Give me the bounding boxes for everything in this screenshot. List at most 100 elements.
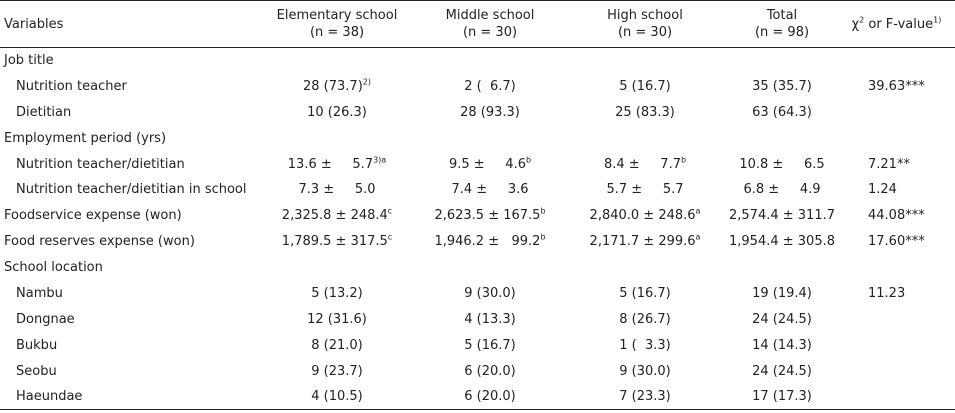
cell-middle: 7.4 ± 3.6 — [451, 182, 529, 198]
footnote-marker: 3)a — [373, 155, 387, 165]
table-row: Nambu 5 (13.2) 9 (30.0) 5 (16.7) 19 (19.4) 11… — [0, 281, 955, 307]
cell-elementary: 4 (10.5) — [258, 384, 416, 411]
row-label: Nutrition teacher/dietitian — [16, 156, 185, 172]
cell-middle — [416, 48, 564, 74]
table-row: Nutrition teacher 28 (73.7)2) 2 ( 6.7) 5 (1… — [0, 73, 955, 99]
table-row: Bukbu 8 (21.0) 5 (16.7) 1 ( 3.3) 14 (14.3) — [0, 332, 955, 358]
cell-statistic: 39.63*** — [868, 78, 925, 94]
header-chi-square-or-f-value: χ2 or F-value1) — [838, 0, 955, 48]
cell-elementary — [258, 125, 416, 151]
cell-total: 17 (17.3) — [726, 384, 838, 411]
cell-middle: 2,623.5 ± 167.5b — [434, 206, 546, 224]
cell-elementary: 28 (73.7)2) — [303, 77, 371, 94]
row-label: Nutrition teacher/dietitian in school — [16, 182, 247, 198]
cell-statistic — [838, 384, 955, 411]
footnote-marker: c — [387, 206, 393, 216]
section-label: Foodservice expense (won) — [4, 208, 182, 224]
cell-high — [564, 48, 726, 74]
cell-total: 35 (35.7) — [752, 78, 812, 94]
table-body: Job title Nutrition teacher 28 (73.7)2) 2 (… — [0, 48, 955, 411]
cell-middle — [416, 255, 564, 281]
cell-high: 2,171.7 ± 299.6a — [589, 232, 701, 250]
row-label: Nambu — [16, 285, 63, 301]
table-row: Dietitian 10 (26.3) 28 (93.3) 25 (83.3) 63 (… — [0, 99, 955, 125]
header-row: Variables Elementary school (n = 38) Midd… — [0, 0, 955, 48]
table-row: Employment period (yrs) — [0, 125, 955, 151]
cell-total — [726, 125, 838, 151]
cell-total: 24 (24.5) — [752, 311, 812, 327]
cell-statistic: 44.08*** — [868, 208, 925, 224]
cell-middle: 1,946.2 ± 99.2b — [434, 232, 546, 250]
cell-middle: 6 (20.0) — [416, 384, 564, 411]
cell-high: 5 (16.7) — [619, 285, 671, 301]
table-row: Job title — [0, 48, 955, 74]
section-label: School location — [4, 260, 103, 276]
cell-total: 10.8 ± 6.5 — [739, 156, 825, 172]
row-label: Nutrition teacher — [16, 78, 127, 94]
cell-elementary — [258, 48, 416, 74]
cell-high: 9 (30.0) — [619, 363, 671, 379]
cell-total: 24 (24.5) — [752, 363, 812, 379]
footnote-marker: 2) — [362, 77, 371, 87]
cell-high: 8.4 ± 7.7b — [603, 155, 687, 172]
cell-high: 2,840.0 ± 248.6a — [589, 206, 701, 224]
table-row: Foodservice expense (won) 2,325.8 ± 248.4… — [0, 203, 955, 229]
cell-total: 14 (14.3) — [752, 337, 812, 353]
cell-middle: 28 (93.3) — [460, 104, 520, 120]
cell-statistic: 7.21** — [868, 156, 910, 172]
cell-elementary: 12 (31.6) — [307, 311, 367, 327]
cell-total — [726, 255, 838, 281]
table-row: School location — [0, 255, 955, 281]
header-elementary-school: Elementary school (n = 38) — [258, 0, 416, 48]
cell-middle: 2 ( 6.7) — [464, 78, 516, 94]
cell-statistic — [838, 48, 955, 74]
cell-total: 6.8 ± 4.9 — [743, 182, 821, 198]
cell-high — [564, 125, 726, 151]
cell-statistic: 1.24 — [868, 182, 897, 198]
cell-elementary: 13.6 ± 5.73)a — [287, 155, 387, 172]
cell-statistic — [838, 255, 955, 281]
cell-total — [726, 48, 838, 74]
cell-elementary: 10 (26.3) — [307, 104, 367, 120]
footnote-marker: a — [695, 232, 701, 242]
cell-elementary: 9 (23.7) — [311, 363, 363, 379]
cell-elementary: 5 (13.2) — [311, 285, 363, 301]
footnote-marker: b — [525, 155, 532, 165]
footnote-marker: b — [540, 206, 546, 216]
cell-statistic — [838, 358, 955, 384]
cell-middle: 6 (20.0) — [464, 363, 516, 379]
table-row: Dongnae 12 (31.6) 4 (13.3) 8 (26.7) 24 (24.5… — [0, 306, 955, 332]
table-row: Haeundae 4 (10.5) 6 (20.0) 7 (23.3) 17 (17.3… — [0, 384, 955, 411]
cell-middle: 9 (30.0) — [464, 285, 516, 301]
footnote-marker: b — [680, 155, 687, 165]
table-row: Seobu 9 (23.7) 6 (20.0) 9 (30.0) 24 (24.5) — [0, 358, 955, 384]
table-row: Nutrition teacher/dietitian 13.6 ± 5.73)a… — [0, 151, 955, 177]
cell-statistic — [838, 306, 955, 332]
cell-total: 1,954.4 ± 305.8 — [729, 234, 835, 250]
cell-statistic: 17.60*** — [868, 234, 925, 250]
cell-high: 7 (23.3) — [564, 384, 726, 411]
cell-total: 19 (19.4) — [752, 285, 812, 301]
header-variables: Variables — [0, 0, 258, 48]
cell-total: 2,574.4 ± 311.7 — [729, 208, 835, 224]
cell-elementary: 8 (21.0) — [311, 337, 363, 353]
cell-statistic — [838, 99, 955, 125]
table-header: Variables Elementary school (n = 38) Midd… — [0, 0, 955, 48]
cell-high — [564, 255, 726, 281]
footnote-marker: c — [387, 232, 393, 242]
cell-statistic: 11.23 — [868, 285, 906, 301]
cell-elementary: 7.3 ± 5.0 — [298, 182, 376, 198]
table-row: Nutrition teacher/dietitian in school 7.3… — [0, 177, 955, 203]
section-label: Food reserves expense (won) — [4, 234, 195, 250]
section-label: Employment period (yrs) — [4, 130, 167, 146]
cell-elementary: 2,325.8 ± 248.4c — [281, 206, 393, 224]
row-label: Dietitian — [16, 104, 72, 120]
cell-high: 25 (83.3) — [615, 104, 675, 120]
header-high-school: High school (n = 30) — [564, 0, 726, 48]
cell-high: 5.7 ± 5.7 — [606, 182, 684, 198]
header-total: Total (n = 98) — [726, 0, 838, 48]
row-label: Seobu — [16, 363, 57, 379]
cell-middle: 9.5 ± 4.6b — [448, 155, 532, 172]
cell-middle — [416, 125, 564, 151]
